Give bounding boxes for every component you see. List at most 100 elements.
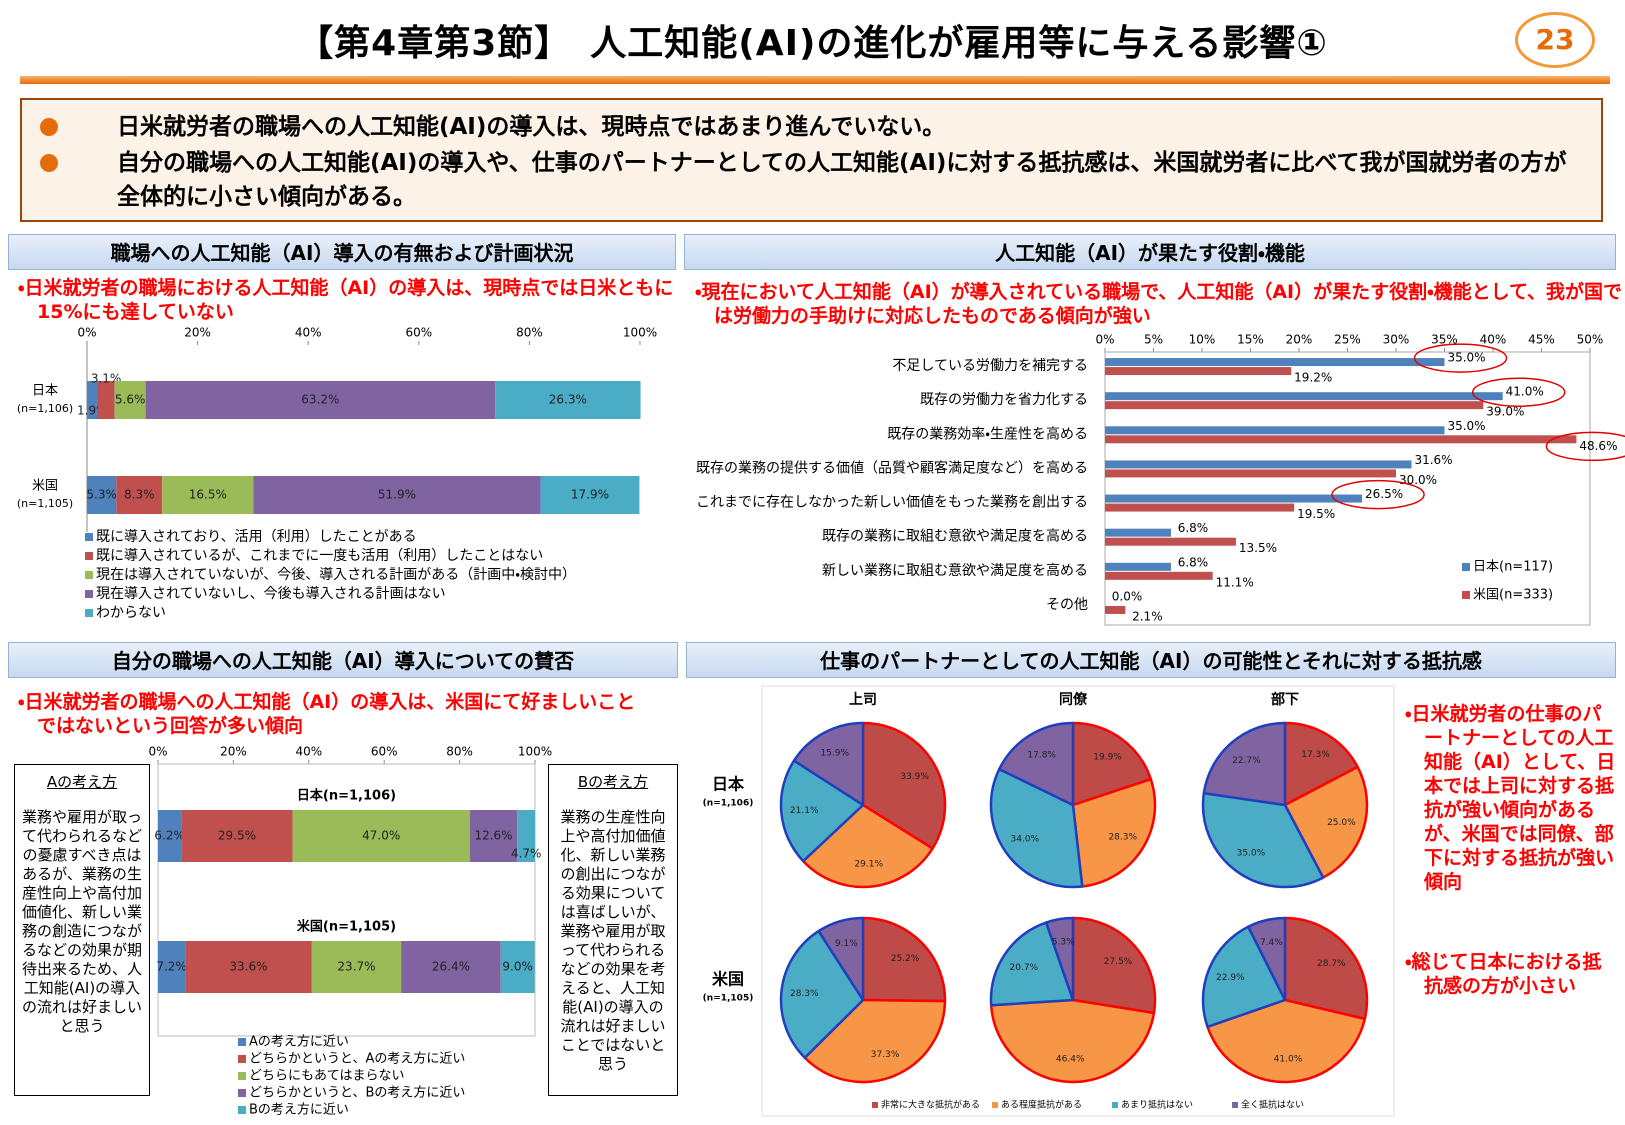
bar-segment [185, 941, 312, 993]
side-box-title: Bの考え方 [577, 773, 649, 791]
bar-segment [181, 810, 293, 862]
data-label: 4.7% [511, 847, 542, 861]
data-label: 31.6% [1414, 453, 1452, 467]
x-tick-label: 5% [1144, 333, 1163, 347]
side-box: Aの考え方 業務や雇用が取って代わられるなどの憂慮すべき点はあるが、業務の生産性… [14, 764, 150, 1096]
data-label: 0.0% [1112, 589, 1143, 603]
bar-segment [401, 941, 501, 993]
pie-slice [779, 929, 865, 1059]
legend-label: 非常に大きな抵抗がある [881, 1099, 980, 1111]
pie-slice [1071, 916, 1157, 1015]
bar [1105, 503, 1295, 512]
bar [1105, 494, 1363, 503]
x-tick-label: 20% [184, 326, 211, 340]
legend-swatch [85, 552, 93, 560]
bar [1105, 571, 1213, 580]
category-label: 既存の業務の提供する価値（品質や顧客満足度など）を高める [696, 459, 1088, 476]
x-tick-label: 100% [623, 326, 657, 340]
category-label: 米国 [32, 479, 58, 494]
data-label: 47.0% [362, 829, 400, 843]
data-label: 7.4% [1260, 938, 1283, 948]
data-label: 21.1% [790, 806, 819, 816]
bar-segment [253, 476, 541, 514]
data-label: 23.7% [337, 960, 375, 974]
legend-label: わからない [96, 605, 166, 621]
side-box: Bの考え方 業務の生産性向上や高付加価値化、新しい業務の創出につながる効果につい… [548, 764, 678, 1096]
bar-segment [97, 381, 115, 419]
category-label: 新しい業務に取組む意欲や満足度を高める [822, 562, 1088, 579]
row-label: 米国 [712, 970, 744, 989]
data-label: 33.9% [900, 772, 929, 782]
x-tick-label: 45% [1528, 333, 1555, 347]
legend-swatch [1232, 1102, 1238, 1108]
side-box-text: 業務の生産性向上や高付加価値化、新しい業務の創出につながる効果については喜ばしい… [560, 808, 666, 1073]
x-tick-label: 0% [148, 745, 167, 759]
data-label: 17.3% [1301, 750, 1330, 760]
pie-slice [1044, 916, 1075, 1002]
legend-label: Bの考え方に近い [249, 1102, 349, 1118]
chart-note: ・日米就労者の職場への人工知能（AI）の導入は、米国にて好ましいことではないとい… [18, 691, 636, 737]
legend-label: 既に導入されているが、これまでに一度も活用（利用）したことはない [96, 548, 543, 564]
x-tick-label: 15% [1237, 333, 1264, 347]
category-label: 既存の労働力を省力化する [920, 392, 1088, 408]
section-header: 人工知能（AI）が果たす役割・機能 [684, 234, 1616, 270]
legend-swatch [238, 1089, 246, 1097]
x-tick-label: 0% [77, 326, 96, 340]
x-tick-label: 0% [1095, 333, 1114, 347]
legend-swatch [85, 571, 93, 579]
x-tick-label: 40% [295, 326, 322, 340]
legend-swatch [1462, 591, 1470, 599]
category-label: 不足している労働力を補完する [892, 358, 1088, 374]
chart-note: ・総じて日本における抵抗感の方が小さい [1405, 951, 1602, 997]
data-label: 51.9% [378, 488, 416, 502]
bar [1105, 562, 1171, 571]
pie-slice [1206, 998, 1367, 1084]
bar-segment [311, 941, 402, 993]
legend-swatch [85, 533, 93, 541]
data-label: 41.0% [1506, 385, 1544, 399]
data-label: 33.6% [229, 960, 267, 974]
pie-slice [861, 916, 947, 1003]
bar [1105, 367, 1292, 376]
pie-slice [1283, 721, 1359, 807]
row-note: (n=1,106) [703, 799, 754, 809]
highlight-circle [1413, 343, 1508, 373]
legend-swatch [238, 1038, 246, 1046]
chart-note: ・現在において人工知能（AI）が導入されている職場で、人工知能（AI）が果たす役… [695, 281, 1623, 327]
bar [1105, 537, 1236, 546]
x-tick-label: 80% [446, 745, 473, 759]
data-label: 35.0% [1447, 419, 1485, 433]
data-label: 9.0% [502, 960, 533, 974]
data-label: 63.2% [301, 393, 339, 407]
pie-slice [1246, 916, 1287, 1002]
legend-label: 米国(n=333) [1473, 588, 1553, 603]
pie-slice [1283, 765, 1369, 879]
bar-segment [87, 381, 98, 419]
data-label: 13.5% [1239, 541, 1277, 555]
plot-frame [1104, 351, 1591, 626]
bar-segment [540, 476, 640, 514]
bar-segment [114, 381, 146, 419]
legend-label: どちらかというと、Aの考え方に近い [249, 1051, 465, 1067]
data-label: 20.7% [1010, 963, 1039, 973]
legend-label: 現在は導入されていないが、今後、導入される計画がある（計画中・検討中） [96, 567, 576, 583]
data-label: 22.9% [1216, 973, 1245, 983]
data-label: 6.8% [1178, 521, 1209, 535]
data-label: 6.8% [1178, 555, 1209, 569]
legend-label: 現在導入されていないし、今後も導入される計画はない [96, 586, 446, 602]
data-label: 2.1% [1132, 609, 1163, 623]
legend-swatch [1462, 563, 1470, 571]
row-note: (n=1,105) [703, 994, 754, 1004]
bar-segment [495, 381, 641, 419]
title-rule [20, 76, 1610, 84]
legend-label: 既に導入されており、活用（利用）したことがある [96, 529, 417, 545]
row-label: 日本 [712, 775, 745, 794]
plot-frame [157, 763, 536, 1037]
legend-swatch [992, 1102, 998, 1108]
legend-label: どちらかというと、Bの考え方に近い [249, 1085, 465, 1101]
summary-item: 日米就労者の職場への人工知能(AI)の導入は、現時点ではあまり進んでいない。 [40, 110, 1580, 144]
x-tick-label: 35% [1431, 333, 1458, 347]
bar-segment [500, 941, 535, 993]
